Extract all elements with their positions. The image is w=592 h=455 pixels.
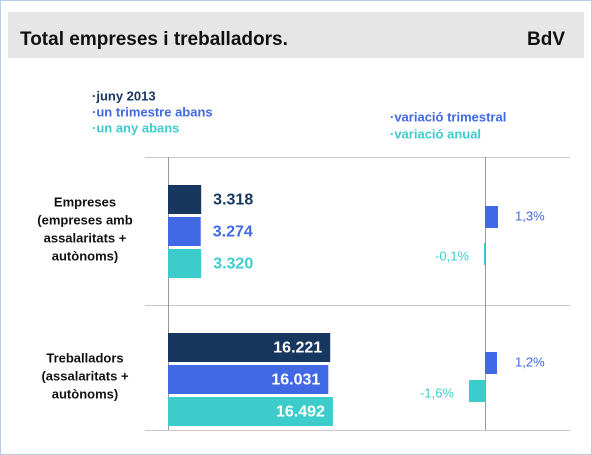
value-label: 3.318 (213, 192, 253, 209)
legend-entry: ·un trimestre abans (92, 104, 213, 119)
bar (168, 185, 202, 214)
chart-subtitle: BdV (527, 29, 565, 50)
value-label: 1,2% (515, 354, 545, 369)
value-label: -0,1% (435, 248, 469, 263)
value-label: -1,6% (420, 385, 454, 400)
category-label: assalaritats + (44, 230, 127, 245)
legend-entry: ·un any abans (92, 120, 179, 135)
bar (168, 217, 201, 246)
legend-entry: ·variació anual (390, 126, 481, 141)
category-label: (assalaritats + (41, 368, 128, 383)
category-label: autònoms) (52, 386, 118, 401)
separators (145, 157, 570, 431)
bar (469, 380, 485, 402)
bar (485, 352, 497, 374)
bar (168, 365, 329, 394)
bar (168, 397, 333, 426)
legend-entry: ·variació trimestral (390, 109, 506, 124)
category-label: Treballadors (46, 350, 123, 365)
legend-entry: ·juny 2013 (92, 88, 156, 103)
value-label: 16.492 (276, 404, 325, 421)
title-bar (8, 12, 584, 58)
bar (485, 206, 498, 228)
value-label: 16.031 (271, 372, 320, 389)
chart-title: Total empreses i treballadors. (20, 29, 288, 50)
value-label: 3.274 (213, 224, 253, 241)
bar (168, 249, 202, 278)
bar (168, 333, 331, 362)
category-label: autònoms) (52, 248, 118, 263)
category-label: (empreses amb (37, 212, 132, 227)
value-label: 16.221 (273, 340, 322, 357)
value-label: 1,3% (515, 208, 545, 223)
category-label: Empreses (54, 194, 116, 209)
bar (484, 243, 485, 265)
value-label: 3.320 (213, 256, 253, 273)
